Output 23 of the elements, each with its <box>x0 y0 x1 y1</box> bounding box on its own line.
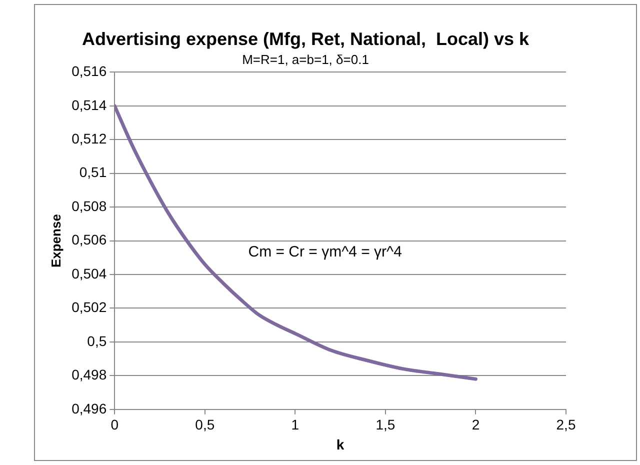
y-tick-label: 0,5 <box>87 332 107 349</box>
x-tick-label: 2 <box>472 416 480 433</box>
y-tick-label: 0,502 <box>72 299 107 316</box>
chart-title: Advertising expense (Mfg, Ret, National, Local) vs k <box>82 28 530 49</box>
x-tick-label: 2,5 <box>556 416 576 433</box>
x-tick-label: 1 <box>291 416 300 433</box>
x-tick-label: 0,5 <box>195 416 215 433</box>
y-tick-label: 0,506 <box>72 232 107 248</box>
chart-subtitle: M=R=1, a=b=1, δ=0.1 <box>242 52 369 67</box>
x-axis-title: k <box>336 436 344 452</box>
annotation: Cm = Cr = γm^4 = γr^4 <box>248 244 402 261</box>
y-axis-title: Expense <box>48 214 64 268</box>
x-tick-label: 0 <box>110 416 119 433</box>
y-tick-label: 0,504 <box>72 265 107 282</box>
y-tick-label: 0,496 <box>72 400 107 416</box>
y-tick-label: 0,514 <box>72 96 107 113</box>
y-tick-label: 0,508 <box>72 198 107 214</box>
y-tick-label: 0,516 <box>72 63 107 80</box>
y-tick-label: 0,51 <box>79 164 107 180</box>
x-tick-label: 1,5 <box>376 416 396 433</box>
y-tick-label: 0,498 <box>72 366 107 383</box>
y-tick-label: 0,512 <box>72 130 107 146</box>
line-series <box>114 104 478 381</box>
